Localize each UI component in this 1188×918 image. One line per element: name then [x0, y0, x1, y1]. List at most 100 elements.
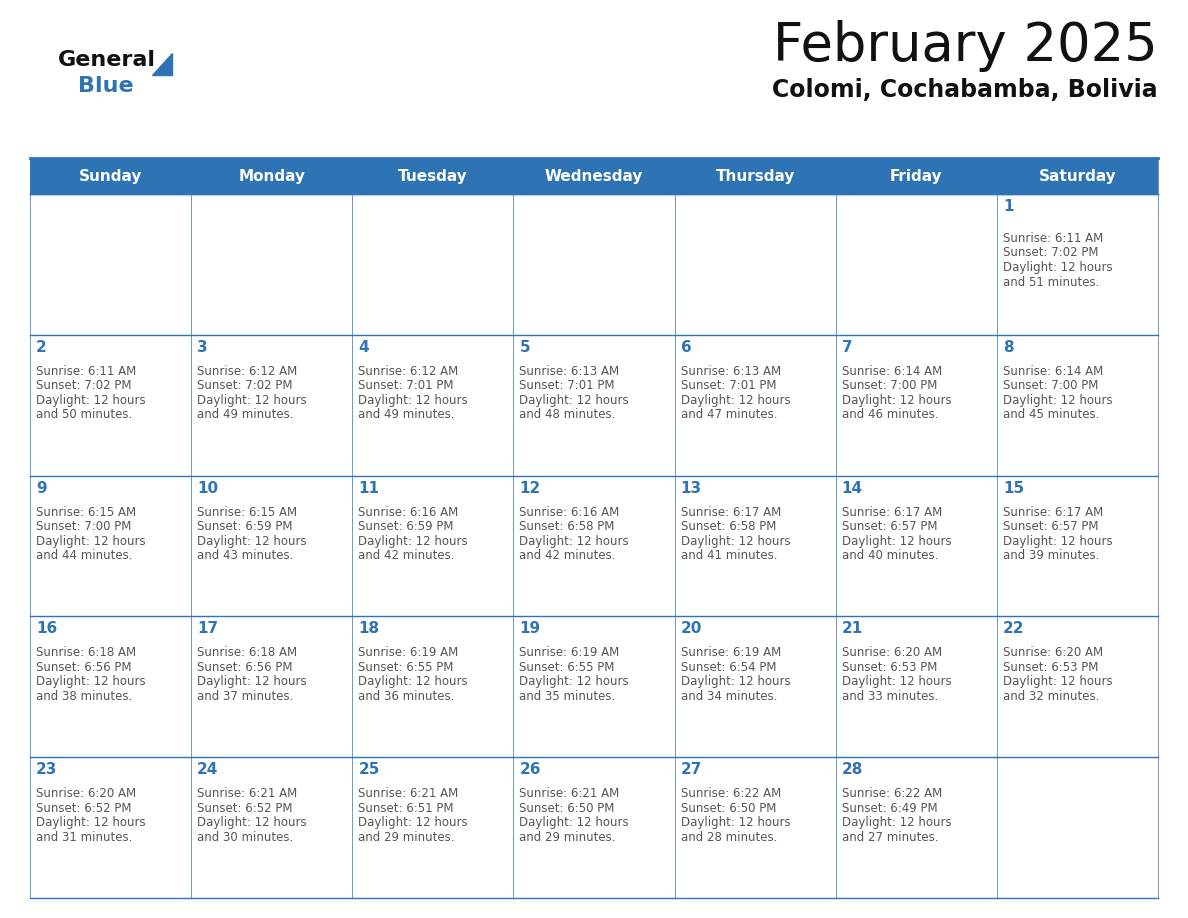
Text: Sunset: 6:56 PM: Sunset: 6:56 PM — [36, 661, 132, 674]
Text: and 37 minutes.: and 37 minutes. — [197, 690, 293, 703]
Text: 22: 22 — [1003, 621, 1024, 636]
Text: Sunset: 6:57 PM: Sunset: 6:57 PM — [842, 521, 937, 533]
Text: Thursday: Thursday — [715, 169, 795, 184]
Text: and 49 minutes.: and 49 minutes. — [197, 409, 293, 421]
Text: Sunrise: 6:19 AM: Sunrise: 6:19 AM — [519, 646, 620, 659]
Text: Daylight: 12 hours: Daylight: 12 hours — [359, 676, 468, 688]
Text: and 32 minutes.: and 32 minutes. — [1003, 690, 1099, 703]
Text: Sunset: 6:52 PM: Sunset: 6:52 PM — [36, 801, 132, 814]
Text: Saturday: Saturday — [1038, 169, 1117, 184]
Text: and 50 minutes.: and 50 minutes. — [36, 409, 132, 421]
Bar — [835, 616, 997, 757]
Text: Sunset: 6:59 PM: Sunset: 6:59 PM — [359, 521, 454, 533]
Bar — [675, 616, 835, 757]
Bar — [675, 194, 835, 335]
Text: 9: 9 — [36, 481, 46, 496]
Bar — [675, 335, 835, 476]
Text: Daylight: 12 hours: Daylight: 12 hours — [36, 676, 146, 688]
Text: General: General — [58, 50, 156, 70]
Text: 10: 10 — [197, 481, 219, 496]
Text: and 47 minutes.: and 47 minutes. — [681, 409, 777, 421]
Text: 12: 12 — [519, 481, 541, 496]
Text: Sunrise: 6:20 AM: Sunrise: 6:20 AM — [1003, 646, 1102, 659]
Bar — [191, 476, 353, 616]
Text: Sunset: 6:58 PM: Sunset: 6:58 PM — [519, 521, 615, 533]
Text: 4: 4 — [359, 340, 369, 354]
Text: 24: 24 — [197, 762, 219, 778]
Text: and 41 minutes.: and 41 minutes. — [681, 549, 777, 562]
Bar — [191, 757, 353, 898]
Text: and 45 minutes.: and 45 minutes. — [1003, 409, 1099, 421]
Text: Sunrise: 6:17 AM: Sunrise: 6:17 AM — [681, 506, 781, 519]
Bar — [353, 194, 513, 335]
Text: Wednesday: Wednesday — [545, 169, 643, 184]
Bar — [30, 194, 191, 335]
Text: Sunrise: 6:19 AM: Sunrise: 6:19 AM — [359, 646, 459, 659]
Text: Sunrise: 6:16 AM: Sunrise: 6:16 AM — [519, 506, 620, 519]
Text: 27: 27 — [681, 762, 702, 778]
Text: Sunset: 6:54 PM: Sunset: 6:54 PM — [681, 661, 776, 674]
Bar — [30, 335, 191, 476]
Bar — [675, 476, 835, 616]
Bar — [353, 335, 513, 476]
Bar — [513, 616, 675, 757]
Text: Sunrise: 6:14 AM: Sunrise: 6:14 AM — [1003, 364, 1104, 378]
Bar — [30, 158, 1158, 194]
Bar — [835, 194, 997, 335]
Text: 5: 5 — [519, 340, 530, 354]
Text: Sunset: 6:52 PM: Sunset: 6:52 PM — [197, 801, 292, 814]
Text: Monday: Monday — [239, 169, 305, 184]
Text: and 46 minutes.: and 46 minutes. — [842, 409, 939, 421]
Bar — [997, 335, 1158, 476]
Bar — [997, 194, 1158, 335]
Bar — [997, 476, 1158, 616]
Text: Sunrise: 6:14 AM: Sunrise: 6:14 AM — [842, 364, 942, 378]
Text: Daylight: 12 hours: Daylight: 12 hours — [681, 534, 790, 548]
Text: 26: 26 — [519, 762, 541, 778]
Text: Sunrise: 6:12 AM: Sunrise: 6:12 AM — [359, 364, 459, 378]
Text: 1: 1 — [1003, 199, 1013, 214]
Text: Daylight: 12 hours: Daylight: 12 hours — [842, 394, 952, 407]
Text: and 43 minutes.: and 43 minutes. — [197, 549, 293, 562]
Text: Sunset: 6:53 PM: Sunset: 6:53 PM — [1003, 661, 1098, 674]
Text: Daylight: 12 hours: Daylight: 12 hours — [359, 816, 468, 829]
Text: and 40 minutes.: and 40 minutes. — [842, 549, 939, 562]
Text: and 42 minutes.: and 42 minutes. — [359, 549, 455, 562]
Text: Sunset: 6:55 PM: Sunset: 6:55 PM — [519, 661, 615, 674]
Text: and 36 minutes.: and 36 minutes. — [359, 690, 455, 703]
Bar — [675, 757, 835, 898]
Text: Sunset: 7:02 PM: Sunset: 7:02 PM — [197, 379, 292, 392]
Text: Daylight: 12 hours: Daylight: 12 hours — [36, 816, 146, 829]
Text: Sunset: 7:00 PM: Sunset: 7:00 PM — [1003, 379, 1098, 392]
Text: and 42 minutes.: and 42 minutes. — [519, 549, 615, 562]
Text: Sunset: 6:49 PM: Sunset: 6:49 PM — [842, 801, 937, 814]
Text: Sunrise: 6:15 AM: Sunrise: 6:15 AM — [36, 506, 137, 519]
Text: Blue: Blue — [78, 76, 133, 96]
Text: Daylight: 12 hours: Daylight: 12 hours — [842, 534, 952, 548]
Text: and 29 minutes.: and 29 minutes. — [519, 831, 615, 844]
Text: Sunset: 6:53 PM: Sunset: 6:53 PM — [842, 661, 937, 674]
Text: 14: 14 — [842, 481, 862, 496]
Text: Sunrise: 6:17 AM: Sunrise: 6:17 AM — [842, 506, 942, 519]
Text: and 49 minutes.: and 49 minutes. — [359, 409, 455, 421]
Text: Daylight: 12 hours: Daylight: 12 hours — [197, 534, 307, 548]
Text: 20: 20 — [681, 621, 702, 636]
Text: 25: 25 — [359, 762, 380, 778]
Text: 17: 17 — [197, 621, 219, 636]
Text: Sunrise: 6:20 AM: Sunrise: 6:20 AM — [36, 788, 137, 800]
Bar — [513, 335, 675, 476]
Text: Sunrise: 6:15 AM: Sunrise: 6:15 AM — [197, 506, 297, 519]
Bar — [353, 757, 513, 898]
Text: Daylight: 12 hours: Daylight: 12 hours — [197, 394, 307, 407]
Bar — [835, 476, 997, 616]
Text: Daylight: 12 hours: Daylight: 12 hours — [842, 676, 952, 688]
Text: 6: 6 — [681, 340, 691, 354]
Text: Sunset: 7:02 PM: Sunset: 7:02 PM — [1003, 247, 1099, 260]
Bar — [513, 757, 675, 898]
Text: Sunset: 6:50 PM: Sunset: 6:50 PM — [519, 801, 615, 814]
Bar — [997, 757, 1158, 898]
Text: Sunset: 6:58 PM: Sunset: 6:58 PM — [681, 521, 776, 533]
Text: Daylight: 12 hours: Daylight: 12 hours — [197, 676, 307, 688]
Text: Sunrise: 6:18 AM: Sunrise: 6:18 AM — [197, 646, 297, 659]
Text: Daylight: 12 hours: Daylight: 12 hours — [842, 816, 952, 829]
